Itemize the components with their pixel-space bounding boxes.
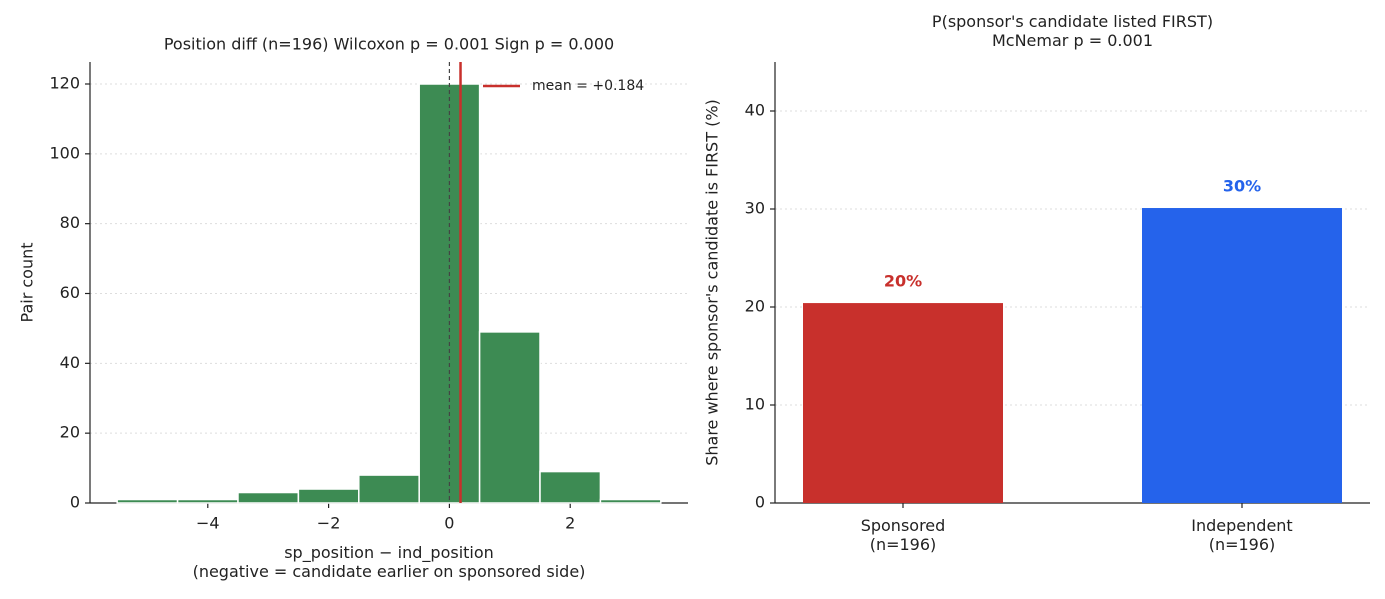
y-axis-label: Share where sponsor's candidate is FIRST… <box>703 99 722 466</box>
histogram-bar <box>176 498 239 504</box>
x-tick-label: Sponsored (n=196) <box>861 516 946 554</box>
histogram-bar <box>116 498 179 504</box>
histogram-bar <box>478 331 541 504</box>
y-tick-label: 30 <box>745 199 765 218</box>
x-axis-label: sp_position − ind_position (negative = ca… <box>193 543 586 581</box>
histogram-bar <box>297 488 360 504</box>
y-tick-label: 20 <box>745 297 765 316</box>
value-label: 20% <box>884 272 922 291</box>
x-tick-label: −2 <box>317 514 341 533</box>
legend-label: mean = +0.184 <box>532 78 644 94</box>
bar <box>803 303 1003 503</box>
y-tick-label: 40 <box>60 353 80 372</box>
histogram-bar <box>237 491 300 504</box>
y-tick-label: 120 <box>49 73 80 92</box>
y-tick-label: 60 <box>60 283 80 302</box>
y-tick-label: 40 <box>745 101 765 120</box>
chart-title: Position diff (n=196) Wilcoxon p = 0.001… <box>164 35 614 54</box>
x-tick-label: −4 <box>196 514 220 533</box>
y-axis-label: Pair count <box>18 243 37 323</box>
x-tick-label: 2 <box>565 514 575 533</box>
y-tick-label: 10 <box>745 395 765 414</box>
y-tick-label: 20 <box>60 423 80 442</box>
x-tick-label: Independent (n=196) <box>1191 516 1292 554</box>
bar <box>1142 208 1342 503</box>
y-tick-label: 0 <box>70 493 80 512</box>
histogram-bar <box>599 498 662 504</box>
histogram-bar <box>539 470 602 504</box>
y-tick-label: 100 <box>49 143 80 162</box>
y-tick-label: 80 <box>60 213 80 232</box>
y-tick-label: 0 <box>755 493 765 512</box>
value-label: 30% <box>1223 177 1261 196</box>
histogram-bar <box>358 474 420 504</box>
chart-title: P(sponsor's candidate listed FIRST) McNem… <box>932 12 1213 50</box>
x-tick-label: 0 <box>444 514 454 533</box>
